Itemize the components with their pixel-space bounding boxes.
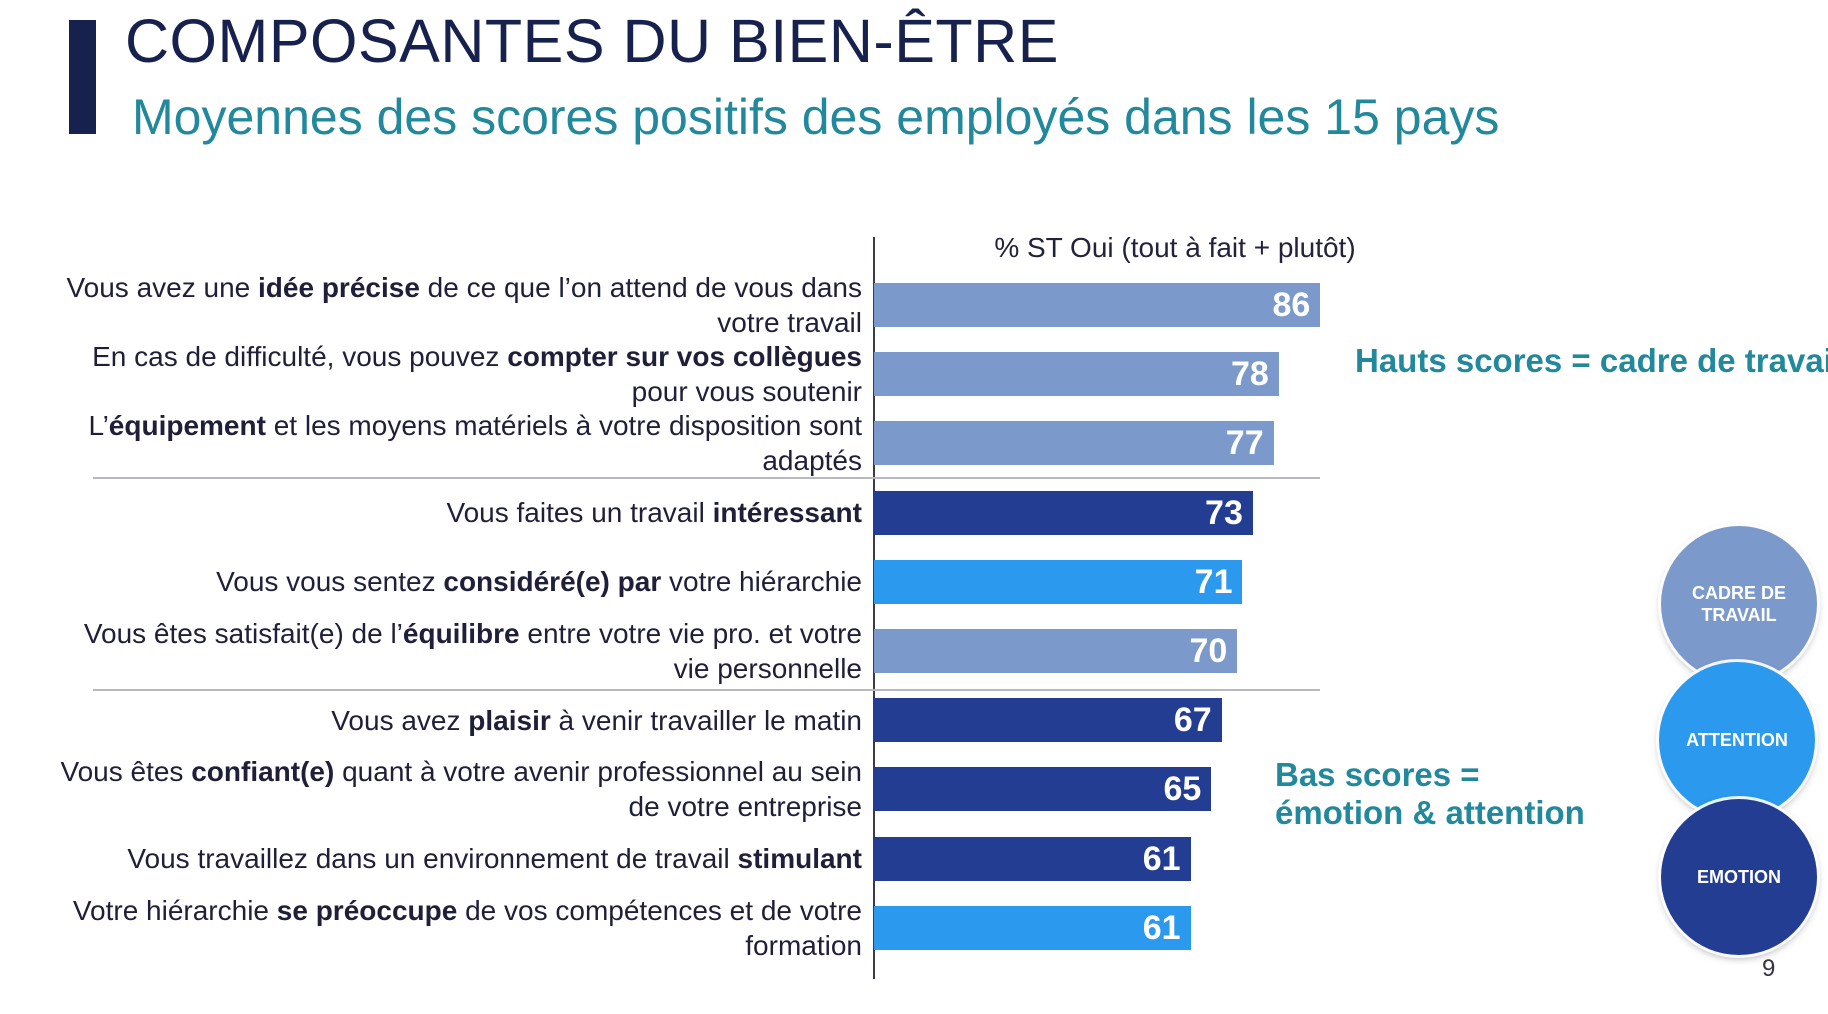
row-label-text: Vous faites un travail intéressant (446, 495, 862, 530)
row-label: Vous vous sentez considéré(e) par votre … (42, 546, 862, 618)
legend-label-emotion: EMOTION (1697, 867, 1781, 887)
annotation-low-scores: Bas scores = émotion & attention (1275, 756, 1585, 832)
row-label-emphasis: se préoccupe (276, 894, 458, 926)
row-label-emphasis: plaisir (468, 704, 551, 736)
bar-value-label: 65 (1163, 770, 1202, 809)
axis-line (873, 237, 875, 979)
row-label-emphasis: intéressant (712, 497, 862, 529)
group-separator-1 (93, 477, 1320, 479)
row-label: Vous avez une idée précise de ce que l’o… (42, 269, 862, 341)
row-label: Vous avez plaisir à venir travailler le … (42, 684, 862, 756)
group-separator-2 (93, 689, 1320, 691)
bar-emotion: 67 (874, 698, 1222, 743)
row-label-part: quant à votre avenir professionnel au se… (334, 756, 862, 823)
row-label-text: Vous avez une idée précise de ce que l’o… (42, 270, 862, 340)
row-label-part: de ce que l’on attend de vous dans votre… (419, 272, 862, 338)
bar-value-label: 71 (1194, 562, 1233, 601)
bar-emotion: 73 (874, 490, 1253, 535)
row-label-text: Vous vous sentez considéré(e) par votre … (216, 564, 862, 599)
row-label-part: entre votre vie pro. et votre vie person… (519, 618, 862, 684)
bar-value-label: 61 (1142, 908, 1181, 947)
annotation-low-line1: Bas scores = (1275, 756, 1480, 793)
row-label-emphasis: idée précise (258, 272, 420, 303)
bar-emotion: 65 (874, 767, 1212, 812)
row-label-part: Vous vous sentez (216, 566, 444, 598)
bar-value-label: 86 (1272, 286, 1311, 324)
row-label-emphasis: équipement (108, 410, 266, 442)
row-label-text: Votre hiérarchie se préoccupe de vos com… (42, 893, 862, 963)
row-label-text: Vous avez plaisir à venir travailler le … (331, 703, 862, 738)
bar-value-label: 61 (1142, 839, 1181, 878)
title-accent-bar (69, 20, 96, 134)
row-label-part: de vos compétences et de votre formation (457, 894, 862, 961)
page-number: 9 (1762, 955, 1776, 982)
legend-label-attention: ATTENTION (1686, 730, 1788, 750)
row-label-text: En cas de difficulté, vous pouvez compte… (42, 339, 862, 409)
row-label-part: Vous faites un travail (446, 497, 713, 529)
legend-circle-attention: ATTENTION (1659, 662, 1815, 818)
row-label: Vous êtes confiant(e) quant à votre aven… (42, 753, 862, 825)
bar-value-label: 77 (1225, 424, 1264, 463)
row-label-emphasis: équilibre (402, 618, 520, 649)
bar-cadre: 86 (874, 283, 1321, 327)
row-label-text: Vous travaillez dans un environnement de… (127, 841, 862, 876)
bar-cadre: 77 (874, 421, 1274, 466)
legend-circle-cadre: CADRE DE TRAVAIL (1661, 526, 1817, 682)
bar-value-label: 78 (1230, 355, 1269, 394)
row-label-part: En cas de difficulté, vous pouvez (92, 341, 508, 373)
row-label: Votre hiérarchie se préoccupe de vos com… (42, 892, 862, 964)
row-label-text: Vous êtes confiant(e) quant à votre aven… (42, 754, 862, 824)
row-label-part: pour vous soutenir (631, 376, 862, 408)
row-label-part: Vous êtes (60, 756, 192, 788)
bar-cadre: 70 (874, 629, 1238, 673)
row-label-emphasis: confiant(e) (191, 756, 335, 788)
bar-attention: 71 (874, 559, 1243, 604)
row-label-part: votre hiérarchie (661, 566, 862, 598)
bar-value-label: 73 (1205, 493, 1243, 532)
row-label-emphasis: compter sur vos collègues (507, 341, 862, 373)
bar-cadre: 78 (874, 352, 1279, 397)
page-subtitle: Moyennes des scores positifs des employé… (132, 89, 1500, 145)
row-label: Vous faites un travail intéressant (42, 477, 862, 549)
annotation-high-scores: Hauts scores = cadre de travail (1355, 342, 1828, 379)
row-label-emphasis: stimulant (737, 843, 862, 875)
row-label-part: et les moyens matériels à votre disposit… (265, 410, 862, 477)
row-label: L’équipement et les moyens matériels à v… (42, 407, 862, 479)
bar-value-label: 70 (1189, 632, 1228, 670)
bar-emotion: 61 (874, 836, 1191, 881)
row-label-text: L’équipement et les moyens matériels à v… (42, 408, 862, 478)
legend-circle-emotion: EMOTION (1661, 799, 1817, 955)
row-label-text: Vous êtes satisfait(e) de l’équilibre en… (42, 616, 862, 686)
annotation-low-line2: émotion & attention (1275, 794, 1585, 831)
row-label-part: Votre hiérarchie (72, 894, 277, 926)
row-label-part: à venir travailler le matin (550, 704, 862, 736)
row-label: Vous êtes satisfait(e) de l’équilibre en… (42, 615, 862, 687)
row-label: Vous travaillez dans un environnement de… (42, 823, 862, 895)
row-label-part: Vous avez (331, 704, 469, 736)
legend-label-cadre: CADRE DE TRAVAIL (1691, 583, 1786, 625)
row-label-part: Vous êtes satisfait(e) de l’ (83, 618, 403, 649)
row-label-emphasis: considéré(e) par (443, 566, 662, 598)
row-label: En cas de difficulté, vous pouvez compte… (42, 338, 862, 410)
bar-attention: 61 (874, 905, 1191, 950)
bar-value-label: 67 (1173, 701, 1212, 740)
row-label-part: Vous avez une (66, 272, 259, 303)
row-label-part: Vous travaillez dans un environnement de… (127, 843, 738, 875)
page-title: COMPOSANTES DU BIEN-ÊTRE (125, 7, 1059, 75)
row-label-part: L’ (88, 410, 109, 442)
axis-title: % ST Oui (tout à fait + plutôt) (994, 232, 1356, 263)
